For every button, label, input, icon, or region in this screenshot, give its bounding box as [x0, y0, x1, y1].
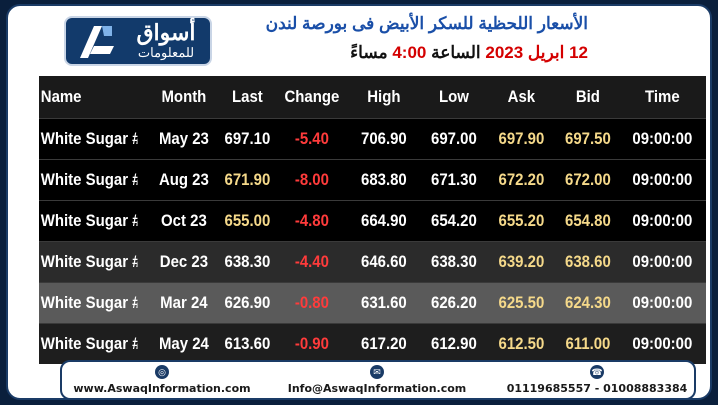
- email-link[interactable]: Info@AswaqInformation.com: [287, 382, 467, 395]
- contact-footer: ◎ www.AswaqInformation.com ✉ Info@AswaqI…: [60, 360, 696, 400]
- website-link[interactable]: www.AswaqInformation.com: [73, 382, 251, 395]
- cell-bid: 624.30: [565, 293, 612, 312]
- table-row: White Sugar #5 May 23 697.10 -5.40 706.90 697…: [39, 118, 706, 159]
- cell-last: 671.90: [224, 170, 271, 189]
- cell-high: 683.80: [361, 170, 407, 189]
- cell-name: White Sugar #5: [40, 129, 138, 148]
- cell-ask: 697.90: [498, 129, 544, 148]
- cell-last: 613.60: [224, 334, 271, 353]
- title-time: 4:00: [392, 43, 427, 62]
- cell-ask: 612.50: [498, 334, 544, 353]
- cell-last: 697.10: [224, 129, 271, 148]
- logo: أسواق للمعلومات: [64, 16, 212, 66]
- cell-time: 09:00:00: [632, 334, 693, 353]
- footer-phone: ☎ 01119685557 - 01008883384: [502, 365, 692, 395]
- cell-ask: 672.20: [498, 170, 544, 189]
- cell-low: 654.20: [430, 211, 477, 230]
- cell-time: 09:00:00: [632, 211, 693, 230]
- cell-name: White Sugar #5: [40, 252, 138, 271]
- cell-name: White Sugar #5: [40, 293, 138, 312]
- cell-ask: 655.20: [498, 211, 544, 230]
- title-word: الساعة: [431, 43, 481, 62]
- table-header: Name Month Last Change High Low Ask Bid …: [39, 76, 706, 118]
- cell-high: 664.90: [361, 211, 407, 230]
- cell-name: White Sugar #5: [40, 211, 138, 230]
- logo-mark-icon: [80, 26, 114, 58]
- phone-numbers: 01119685557 - 01008883384: [506, 382, 688, 395]
- phone-icon: ☎: [590, 365, 604, 379]
- cell-change: -0.90: [295, 334, 330, 353]
- cell-last: 638.30: [224, 252, 271, 271]
- price-table: Name Month Last Change High Low Ask Bid …: [39, 76, 706, 364]
- cell-change: -4.40: [295, 252, 330, 271]
- table-row: White Sugar #5 Oct 23 655.00 -4.80 664.90 654…: [39, 200, 706, 241]
- logo-text-primary: أسواق: [136, 20, 196, 45]
- col-header-month: Month: [161, 87, 207, 106]
- cell-month: Dec 23: [159, 252, 208, 271]
- cell-bid: 611.00: [565, 334, 611, 353]
- col-header-ask: Ask: [507, 87, 535, 106]
- col-header-time: Time: [645, 87, 680, 106]
- col-header-bid: Bid: [576, 87, 601, 106]
- cell-name: White Sugar #5: [40, 334, 138, 353]
- cell-bid: 638.60: [565, 252, 612, 271]
- cell-bid: 672.00: [565, 170, 612, 189]
- cell-month: May 24: [158, 334, 209, 353]
- cell-bid: 697.50: [565, 129, 612, 148]
- title-suffix: مساءً: [350, 43, 388, 62]
- cell-month: Oct 23: [160, 211, 207, 230]
- cell-ask: 625.50: [498, 293, 544, 312]
- footer-email: ✉ Info@AswaqInformation.com: [282, 365, 472, 395]
- cell-change: -0.80: [295, 293, 330, 312]
- cell-month: Mar 24: [159, 293, 208, 312]
- page-title: الأسعار اللحظية للسكر الأبيض فى بورصة لن…: [265, 14, 588, 33]
- cell-low: 697.00: [430, 129, 477, 148]
- cell-ask: 639.20: [498, 252, 544, 271]
- globe-icon: ◎: [155, 365, 169, 379]
- cell-high: 706.90: [361, 129, 407, 148]
- cell-change: -5.40: [295, 129, 330, 148]
- table-row: White Sugar #5 Mar 24 626.90 -0.80 631.60 626…: [39, 282, 706, 323]
- table-row: White Sugar #5 Dec 23 638.30 -4.40 646.60 638…: [39, 241, 706, 282]
- cell-last: 626.90: [224, 293, 271, 312]
- cell-month: Aug 23: [158, 170, 209, 189]
- col-header-high: High: [367, 87, 401, 106]
- cell-low: 626.20: [430, 293, 477, 312]
- col-header-name: Name: [40, 87, 82, 106]
- cell-time: 09:00:00: [632, 293, 693, 312]
- cell-time: 09:00:00: [632, 129, 693, 148]
- cell-time: 09:00:00: [632, 252, 693, 271]
- cell-name: White Sugar #5: [40, 170, 138, 189]
- cell-change: -8.00: [295, 170, 330, 189]
- cell-high: 617.20: [361, 334, 407, 353]
- cell-bid: 654.80: [565, 211, 612, 230]
- cell-low: 612.90: [430, 334, 477, 353]
- table-row: White Sugar #5 May 24 613.60 -0.90 617.20 612…: [39, 323, 706, 364]
- cell-high: 631.60: [361, 293, 407, 312]
- cell-low: 638.30: [430, 252, 477, 271]
- content-card: أسواق للمعلومات الأسعار اللحظية للسكر ال…: [6, 4, 712, 400]
- footer-website: ◎ www.AswaqInformation.com: [72, 365, 252, 395]
- cell-month: May 23: [158, 129, 209, 148]
- col-header-low: Low: [438, 87, 469, 106]
- cell-time: 09:00:00: [632, 170, 693, 189]
- cell-change: -4.80: [295, 211, 330, 230]
- cell-low: 671.30: [430, 170, 477, 189]
- table-row: White Sugar #5 Aug 23 671.90 -8.00 683.80 671…: [39, 159, 706, 200]
- envelope-icon: ✉: [370, 365, 384, 379]
- title-date: 12 ابريل 2023: [485, 43, 588, 62]
- page-subtitle: 12 ابريل 2023 الساعة 4:00 مساءً: [168, 43, 588, 63]
- col-header-last: Last: [232, 87, 264, 106]
- col-header-change: Change: [284, 87, 340, 106]
- logo-text-secondary: للمعلومات: [137, 45, 195, 60]
- cell-last: 655.00: [224, 211, 271, 230]
- cell-high: 646.60: [361, 252, 407, 271]
